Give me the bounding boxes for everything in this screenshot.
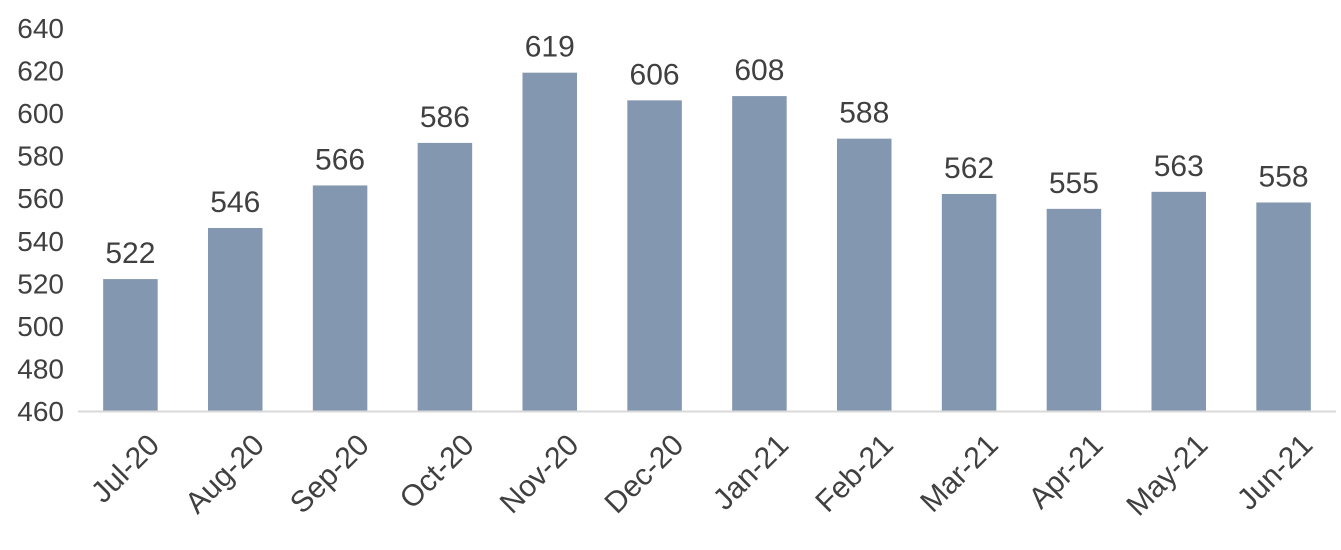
data-label: 522: [105, 237, 155, 270]
data-labels: 522 546 566 586 619 606 608 588 562 555 563 558: [105, 31, 1308, 270]
x-tick-label: May-21: [1120, 428, 1214, 522]
y-tick-label: 580: [17, 141, 64, 172]
y-axis-tick-labels: 460 480 500 520 540 560 580 600 620 640: [17, 13, 64, 427]
y-tick-label: 600: [17, 98, 64, 129]
bar: [1151, 191, 1207, 411]
y-tick-label: 520: [17, 268, 64, 299]
x-tick-label: Oct-20: [394, 428, 481, 515]
x-tick-label: Sep-20: [284, 428, 376, 520]
data-label: 555: [1049, 167, 1099, 200]
x-tick-label: Jul-20: [85, 428, 166, 509]
bar: [522, 72, 578, 411]
bar: [732, 96, 787, 411]
data-label: 619: [525, 31, 575, 64]
y-tick-label: 560: [17, 183, 64, 214]
data-label: 606: [630, 58, 680, 91]
bar: [1046, 208, 1102, 411]
bar: [312, 185, 368, 411]
bar: [627, 100, 682, 411]
x-axis-category-labels: Jul-20 Aug-20 Sep-20 Oct-20 Nov-20 Dec-20 Jan-…: [85, 428, 1319, 522]
data-label: 608: [734, 54, 784, 87]
y-tick-label: 620: [17, 56, 64, 87]
y-tick-label: 500: [17, 311, 64, 342]
data-label: 546: [210, 186, 260, 219]
data-label: 562: [944, 152, 994, 185]
y-tick-label: 540: [17, 226, 64, 257]
bar: [103, 279, 158, 411]
x-tick-label: Aug-20: [179, 428, 271, 520]
x-tick-label: Mar-21: [914, 428, 1005, 519]
y-tick-label: 460: [17, 396, 64, 427]
y-tick-label: 480: [17, 353, 64, 384]
x-tick-label: Jan-21: [707, 428, 795, 516]
data-label: 558: [1259, 160, 1309, 193]
x-tick-label: Dec-20: [599, 428, 691, 520]
bar: [941, 193, 997, 411]
bar: [417, 142, 473, 411]
data-label: 563: [1154, 150, 1204, 183]
x-tick-label: Apr-21: [1023, 428, 1110, 515]
bar: [1256, 202, 1311, 411]
y-tick-label: 640: [17, 13, 64, 44]
data-label: 586: [420, 101, 470, 134]
x-tick-label: Feb-21: [809, 428, 900, 519]
bar: [207, 228, 263, 411]
x-tick-label: Nov-20: [494, 428, 586, 520]
data-label: 588: [839, 97, 889, 130]
bar: [836, 138, 892, 411]
data-label: 566: [315, 143, 365, 176]
bars: [103, 72, 1311, 411]
x-tick-label: Jun-21: [1231, 428, 1319, 516]
